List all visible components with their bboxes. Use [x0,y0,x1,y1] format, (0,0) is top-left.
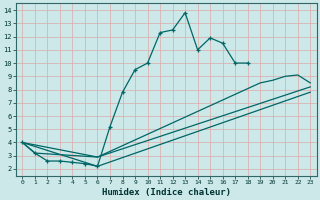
X-axis label: Humidex (Indice chaleur): Humidex (Indice chaleur) [102,188,231,197]
